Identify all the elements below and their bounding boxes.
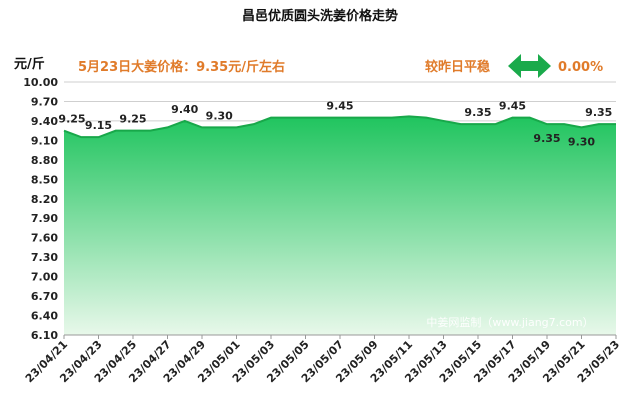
chart-title: 昌邑优质圆头洗姜价格走势	[242, 8, 398, 24]
data-label: 9.35	[585, 106, 612, 119]
area-fill	[64, 116, 616, 335]
price-area-series	[63, 115, 616, 335]
y-tick-label: 6.70	[31, 290, 58, 303]
data-label: 9.45	[326, 100, 353, 113]
compare-text: 较昨日平稳	[425, 59, 490, 75]
y-tick-label: 9.70	[31, 95, 58, 108]
data-label: 9.15	[85, 119, 112, 132]
today-price-text: 5月23日大姜价格：9.35元/斤左右	[78, 59, 285, 75]
y-tick-label: 6.10	[31, 329, 58, 342]
x-tick-labels: 23/04/2123/04/2323/04/2523/04/2723/04/29…	[23, 334, 622, 385]
price-line	[63, 115, 616, 139]
y-tick-label: 10.00	[23, 76, 58, 89]
y-tick-label: 9.10	[31, 134, 58, 147]
y-tick-label: 7.60	[31, 232, 58, 245]
data-label: 9.35	[464, 106, 491, 119]
data-label: 9.30	[568, 135, 595, 148]
y-tick-label: 6.40	[31, 310, 58, 323]
change-percent: 0.00%	[558, 60, 603, 75]
data-label: 9.30	[206, 109, 233, 122]
data-label: 9.25	[119, 113, 146, 126]
y-tick-label: 7.30	[31, 251, 58, 264]
y-axis-unit: 元/斤	[14, 56, 45, 72]
y-tick-label: 8.50	[31, 173, 58, 186]
data-label: 9.25	[58, 113, 85, 126]
data-label: 9.45	[499, 100, 526, 113]
y-tick-label: 7.00	[31, 271, 58, 284]
data-label: 9.35	[533, 132, 560, 145]
double-arrow-icon	[508, 54, 551, 78]
y-tick-label: 8.20	[31, 193, 58, 206]
y-tick-label: 9.40	[31, 115, 58, 128]
y-tick-label: 7.90	[31, 212, 58, 225]
watermark: 中姜网监制（www.jiang7.com）	[426, 315, 593, 329]
data-label: 9.40	[171, 103, 198, 116]
data-labels: 9.25 9.15 9.259.40 9.309.45 9.35 9.459.35 9.30…	[58, 100, 612, 149]
y-tick-label: 8.80	[31, 154, 58, 167]
y-tick-labels: 10.00 9.70 9.40 9.10 8.80 8.50 8.20 7.90 7.60 7.3…	[23, 76, 58, 342]
